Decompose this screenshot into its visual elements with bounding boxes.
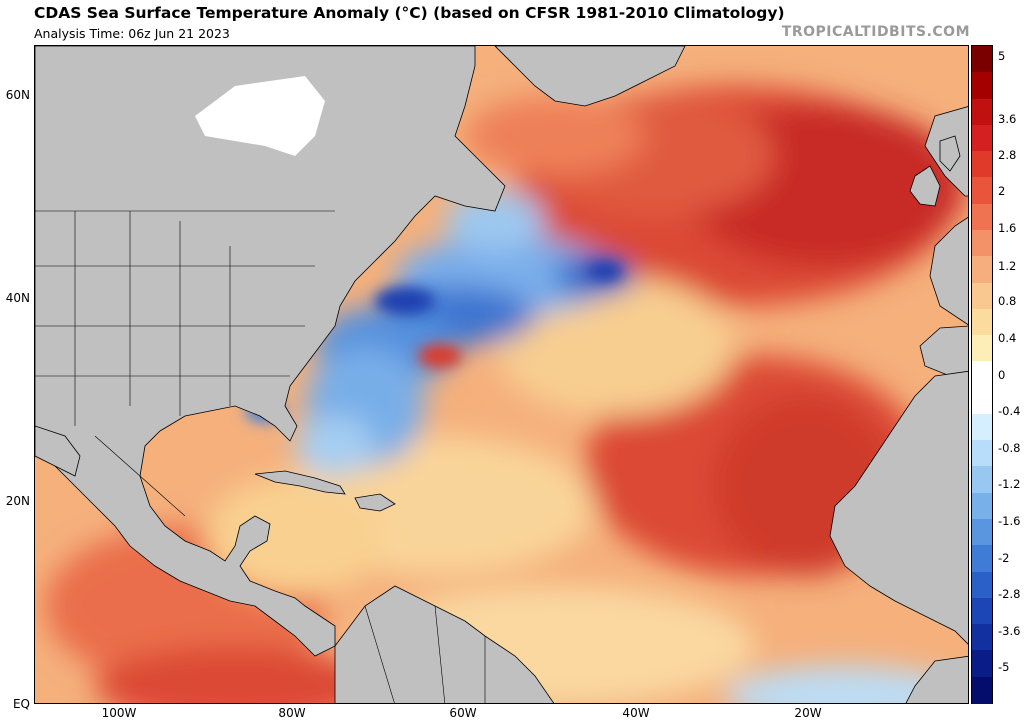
colorbar-tick-label: -0.4	[998, 404, 1021, 418]
lon-label-20w: 20W	[794, 706, 822, 720]
colorbar-segment	[972, 335, 992, 362]
colorbar-tick-label: -1.2	[998, 477, 1021, 491]
colorbar-segment	[972, 650, 992, 678]
colorbar-tick-label: -1.6	[998, 514, 1021, 528]
colorbar-segment	[972, 466, 992, 494]
colorbar-segment	[972, 492, 992, 520]
colorbar-segment	[972, 229, 992, 257]
colorbar-segment	[972, 440, 992, 468]
colorbar-tick-label: -5	[998, 660, 1010, 674]
colorbar-tick-label: -3.6	[998, 624, 1021, 638]
anomaly-detail	[245, 261, 623, 423]
colorbar-segment	[972, 98, 992, 126]
colorbar-segment	[972, 256, 992, 284]
colorbar-segment	[972, 545, 992, 573]
lon-label-80w: 80W	[278, 706, 306, 720]
colorbar-segment	[972, 308, 992, 336]
colorbar-tick-label: -0.8	[998, 441, 1021, 455]
colorbar-tick-label: 2.8	[998, 148, 1017, 162]
lat-label-20n: 20N	[5, 494, 30, 508]
colorbar-tick-label: 0.4	[998, 331, 1017, 345]
ice-region	[195, 76, 325, 156]
colorbar-tick-label: 3.6	[998, 112, 1017, 126]
colorbar-segment	[972, 571, 992, 599]
colorbar-segment	[972, 519, 992, 546]
lat-label-60n: 60N	[5, 88, 30, 102]
lon-label-40w: 40W	[622, 706, 650, 720]
lon-label-100w: 100W	[101, 706, 137, 720]
chart-title: CDAS Sea Surface Temperature Anomaly (°C…	[34, 4, 785, 22]
colorbar-segment	[972, 124, 992, 152]
colorbar	[971, 45, 993, 704]
colorbar-segment	[972, 72, 992, 100]
colorbar-segment	[972, 676, 992, 704]
sst-anomaly-map[interactable]	[34, 45, 969, 704]
colorbar-segment	[972, 151, 992, 178]
colorbar-segment	[972, 624, 992, 652]
analysis-time: Analysis Time: 06z Jun 21 2023	[34, 26, 230, 41]
colorbar-tick-label: -2	[998, 551, 1010, 565]
colorbar-tick-label: -2.8	[998, 587, 1021, 601]
colorbar-tick-label: 0.8	[998, 294, 1017, 308]
colorbar-segment	[972, 413, 992, 441]
colorbar-tick-label: 1.6	[998, 221, 1017, 235]
colorbar-segment	[972, 597, 992, 625]
lat-label-eq: EQ	[12, 697, 30, 711]
colorbar-segment	[972, 46, 992, 73]
colorbar-segment	[972, 361, 992, 389]
land-masses	[35, 46, 968, 703]
political-borders	[35, 210, 486, 703]
lon-label-60w: 60W	[449, 706, 477, 720]
colorbar-tick-label: 0	[998, 368, 1006, 382]
lat-label-40n: 40N	[5, 291, 30, 305]
colorbar-segment	[972, 282, 992, 310]
colorbar-segment	[972, 177, 992, 205]
brand-watermark: TROPICALTIDBITS.COM	[781, 24, 970, 40]
colorbar-segment	[972, 387, 992, 415]
colorbar-tick-label: 5	[998, 49, 1006, 63]
colorbar-tick-label: 2	[998, 184, 1006, 198]
colorbar-tick-label: 1.2	[998, 259, 1017, 273]
colorbar-segment	[972, 203, 992, 231]
